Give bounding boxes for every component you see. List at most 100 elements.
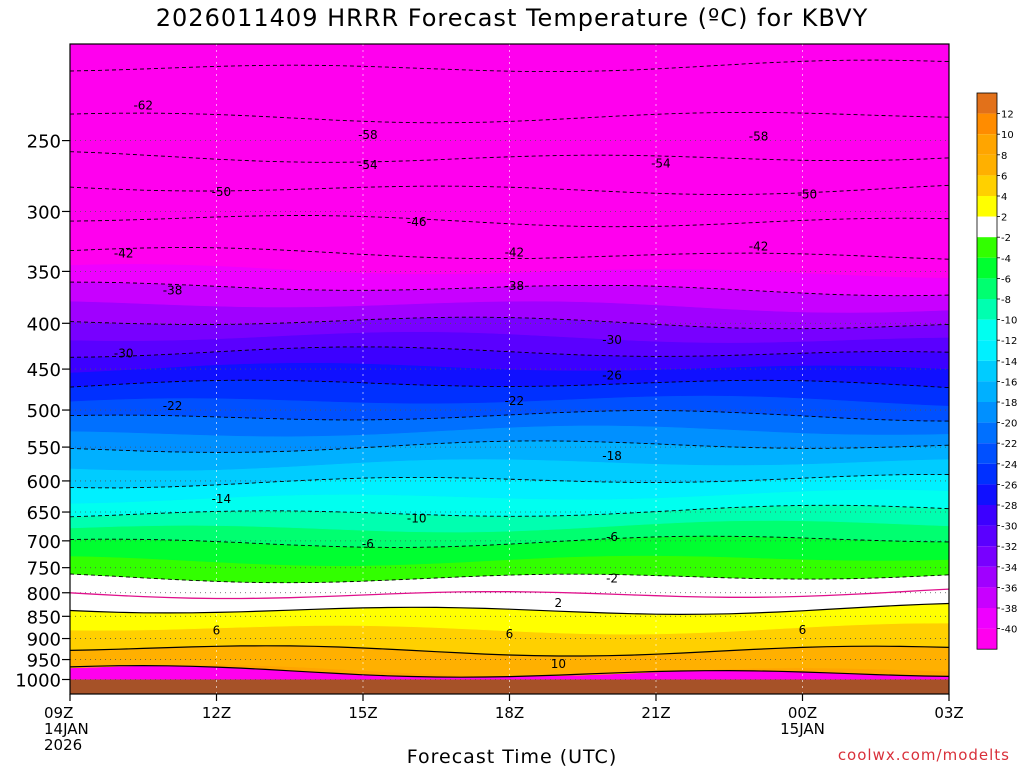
colorbar-swatch (977, 360, 997, 382)
colorbar-swatch (977, 546, 997, 567)
x-axis-title: Forecast Time (UTC) (406, 746, 618, 768)
contour-label: 10 (551, 657, 566, 671)
colorbar-label: -12 (1001, 336, 1017, 347)
contour-label: -62 (133, 98, 153, 112)
x-tick-label: 09Z (44, 704, 73, 722)
colorbar-label: -36 (1001, 583, 1017, 594)
colorbar-swatch (977, 463, 997, 485)
chart-title: 2026011409 HRRR Forecast Temperature (ºC… (155, 4, 869, 32)
colorbar-swatch (977, 113, 997, 135)
colorbar-swatch (977, 278, 997, 299)
contour-label: -6 (606, 530, 618, 544)
y-tick-label: 700 (27, 532, 61, 553)
colorbar-label: -6 (1001, 274, 1011, 285)
colorbar-label: -8 (1001, 295, 1011, 306)
colorbar-label: -22 (1001, 439, 1017, 450)
colorbar-swatch (977, 608, 997, 629)
x-tick-label: 2026 (44, 736, 82, 754)
contour-label: -58 (358, 128, 378, 142)
y-tick-label: 250 (27, 132, 61, 153)
contour-label: -38 (505, 279, 525, 293)
colorbar-swatch (977, 402, 997, 423)
colorbar-label: 4 (1001, 192, 1007, 203)
x-tick-label: 15Z (348, 704, 377, 722)
contour-label: 6 (506, 627, 514, 641)
y-tick-label: 550 (27, 438, 61, 459)
contour-label: -22 (163, 399, 183, 413)
contour-label: -30 (114, 347, 134, 361)
contour-label: -42 (505, 246, 525, 260)
colorbar-label: 6 (1001, 171, 1007, 182)
colorbar-swatch (977, 566, 997, 588)
colorbar-swatch (977, 237, 997, 258)
colorbar-label: -24 (1001, 460, 1017, 471)
colorbar-label: 2 (1001, 213, 1007, 224)
y-tick-label: 300 (27, 202, 61, 223)
contour-label: -18 (602, 449, 622, 463)
contour-label: -50 (798, 188, 818, 202)
colorbar-swatch (977, 587, 997, 608)
isotherm-line (70, 602, 949, 616)
colorbar-label: -32 (1001, 542, 1017, 553)
colorbar-swatch (977, 340, 997, 361)
contour-label: -38 (163, 283, 183, 297)
contour-label: -54 (358, 158, 378, 172)
contour-label: -46 (407, 215, 427, 229)
contour-label: -10 (407, 511, 427, 525)
y-tick-label: 600 (27, 472, 61, 493)
y-tick-label: 950 (27, 651, 61, 672)
contour-label: -30 (602, 333, 622, 347)
contour-label: 6 (213, 623, 221, 637)
colorbar-label: 10 (1001, 130, 1014, 141)
colorbar-border (976, 92, 998, 650)
colorbar-swatch (977, 381, 997, 402)
colorbar-swatch (977, 443, 997, 464)
contour-label: -42 (114, 247, 134, 261)
colorbar-label: -20 (1001, 419, 1017, 430)
colorbar-label: 12 (1001, 110, 1014, 121)
contour-label: -54 (651, 157, 671, 171)
colorbar-label: -30 (1001, 522, 1017, 533)
contour-label: -6 (362, 537, 374, 551)
colorbar-swatch (977, 134, 997, 155)
x-tick-label: 15JAN (780, 720, 825, 738)
x-tick-label: 18Z (495, 704, 524, 722)
colorbar-label: -18 (1001, 398, 1017, 409)
grid-lines (70, 44, 949, 694)
y-tick-label: 750 (27, 559, 61, 580)
contour-label: -2 (606, 571, 618, 585)
contour-labels: -62-58 -58-54 -54-50 -50-46-42 -42 -42-38 -38-… (114, 98, 818, 671)
y-tick-label: 650 (27, 503, 61, 524)
colorbar-label: -14 (1001, 357, 1017, 368)
colorbar-label: -4 (1001, 254, 1011, 265)
colorbar-swatch (977, 299, 997, 320)
x-tick-label: 12Z (202, 704, 231, 722)
y-tick-label: 900 (27, 630, 61, 651)
colorbar-label: -16 (1001, 377, 1017, 388)
y-axis: 2503003504004505005506006507007508008509… (15, 132, 70, 692)
contour-label: -22 (505, 394, 525, 408)
contour-label: -50 (212, 185, 232, 199)
colorbar-swatch (977, 422, 997, 444)
colorbar-swatch (977, 257, 997, 279)
colorbar-label: -38 (1001, 604, 1017, 615)
colorbar-label: -2 (1001, 233, 1011, 244)
x-tick-label: 21Z (641, 704, 670, 722)
source-credit: coolwx.com/modelts (837, 746, 1010, 764)
x-tick-label: 14JAN (44, 720, 89, 738)
contour-label: 6 (799, 623, 807, 637)
colorbar-swatch (977, 175, 997, 196)
isotherm-line (70, 645, 949, 657)
colorbar-swatch (977, 196, 997, 217)
freezing-line (70, 588, 949, 600)
contour-label: -58 (749, 129, 769, 143)
colorbar-label: -28 (1001, 501, 1017, 512)
isotherm-contours (70, 59, 949, 678)
x-tick-label: 00Z (788, 704, 817, 722)
colorbar-label: -10 (1001, 316, 1017, 327)
y-tick-label: 400 (27, 314, 61, 335)
colorbar-swatch (977, 319, 997, 341)
colorbar-label: -40 (1001, 625, 1017, 636)
